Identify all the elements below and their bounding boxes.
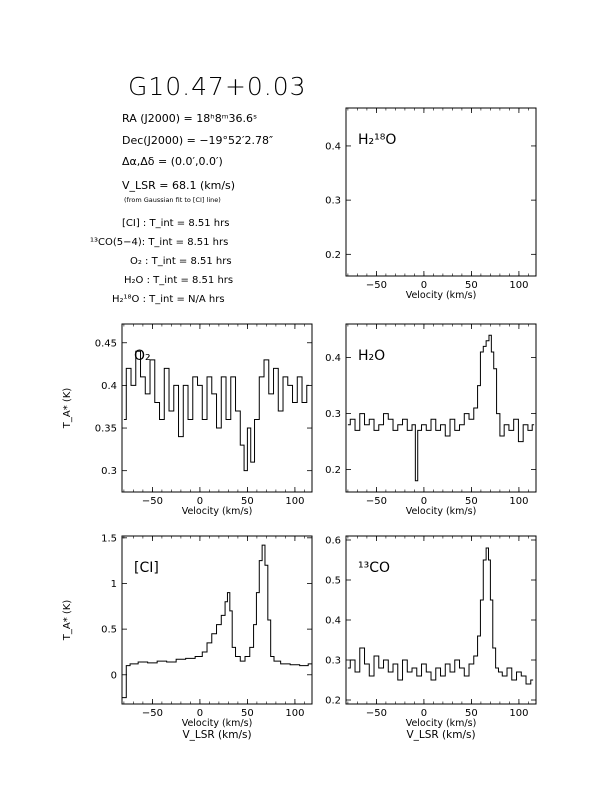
x-axis-label: Velocity (km/s) <box>406 290 477 301</box>
y-tick-label: 0.4 <box>325 616 341 627</box>
y-tick-label: 0.2 <box>325 465 341 476</box>
ra-label: RA (J2000) = 18ʰ8ᵐ36.6ˢ <box>122 112 258 125</box>
y-tick-label: 0.35 <box>95 424 117 435</box>
y-axis-label: T_A* (K) <box>62 388 73 430</box>
tint-h2o: H₂O : T_int = 8.51 hrs <box>124 275 234 286</box>
species-label-o2: O₂ <box>134 348 151 364</box>
offset-label: Δα,Δδ = (0.0′,0.0′) <box>122 155 223 168</box>
x-tick-label: 50 <box>241 708 254 719</box>
x-tick-label: 0 <box>197 496 203 507</box>
y-tick-label: 0.5 <box>325 576 341 587</box>
x-tick-label: 100 <box>285 496 304 507</box>
tint-o2: O₂ : T_int = 8.51 hrs <box>130 256 232 267</box>
x-tick-label: 50 <box>465 280 478 291</box>
panel-frame-o2 <box>121 323 313 493</box>
x-tick-label: −50 <box>366 280 387 291</box>
x-tick-label: 50 <box>465 496 478 507</box>
y-tick-label: 0.5 <box>101 625 117 636</box>
y-tick-label: 0.3 <box>325 409 341 420</box>
panel-frame-ci <box>121 535 313 705</box>
y-tick-label: 0.3 <box>325 656 341 667</box>
x-axis-label: Velocity (km/s) <box>406 718 477 729</box>
spectrum-line-ci <box>122 544 312 699</box>
y-tick-label: 0.3 <box>325 196 341 207</box>
page-title: G10.47+0.03 <box>128 72 307 101</box>
tint-ci: [CI] : T_int = 8.51 hrs <box>122 218 230 229</box>
vlsr-label: V_LSR = 68.1 (km/s) <box>122 179 236 192</box>
x-axis-label: Velocity (km/s) <box>182 506 253 517</box>
x-axis-label: Velocity (km/s) <box>406 506 477 517</box>
panel-frame-h218o <box>345 107 537 277</box>
x-tick-label: 50 <box>465 708 478 719</box>
y-tick-label: 0.3 <box>101 466 117 477</box>
y-tick-label: 0.6 <box>325 536 341 547</box>
spectrum-line-o2 <box>123 350 310 472</box>
x-axis-label: Velocity (km/s) <box>182 718 253 729</box>
species-label-h2o: H₂O <box>358 348 385 364</box>
panel-frame-h2o <box>345 323 537 493</box>
tint-13co: ¹³CO(5−4): T_int = 8.51 hrs <box>90 237 229 248</box>
vlsr-note: (from Gaussian fit to [CI] line) <box>124 196 221 204</box>
x-tick-label: 0 <box>421 708 427 719</box>
y-tick-label: 0 <box>111 670 117 681</box>
x-tick-label: 0 <box>421 280 427 291</box>
spectrum-line-h2o <box>347 334 535 482</box>
y-tick-label: 0.45 <box>95 338 117 349</box>
x-tick-label: 100 <box>285 708 304 719</box>
x-tick-label: 50 <box>241 496 254 507</box>
species-label-ci: [CI] <box>134 560 159 576</box>
vlsr-axis-label-ci: V_LSR (km/s) <box>182 729 251 741</box>
y-tick-label: 0.4 <box>325 353 341 364</box>
vlsr-axis-label-13co: V_LSR (km/s) <box>406 729 475 741</box>
y-axis-label: T_A* (K) <box>62 600 73 642</box>
tint-h218o: H₂¹⁸O : T_int = N/A hrs <box>112 294 225 305</box>
x-tick-label: −50 <box>366 708 387 719</box>
x-tick-label: −50 <box>366 496 387 507</box>
dec-label: Dec(J2000) = −19°52′2.78″ <box>122 134 274 147</box>
species-label-h218o: H₂¹⁸O <box>358 132 396 148</box>
y-tick-label: 0.4 <box>325 141 341 152</box>
y-tick-label: 1 <box>111 579 117 590</box>
spectrum-line-13co <box>347 547 534 685</box>
x-tick-label: 100 <box>509 708 528 719</box>
y-tick-label: 0.4 <box>101 381 117 392</box>
x-tick-label: −50 <box>142 708 163 719</box>
y-tick-label: 1.5 <box>101 533 117 544</box>
y-tick-label: 0.2 <box>325 250 341 261</box>
x-tick-label: 100 <box>509 280 528 291</box>
y-tick-label: 0.2 <box>325 696 341 707</box>
x-tick-label: 100 <box>509 496 528 507</box>
x-tick-label: −50 <box>142 496 163 507</box>
x-tick-label: 0 <box>197 708 203 719</box>
x-tick-label: 0 <box>421 496 427 507</box>
species-label-13co: ¹³CO <box>358 560 390 576</box>
